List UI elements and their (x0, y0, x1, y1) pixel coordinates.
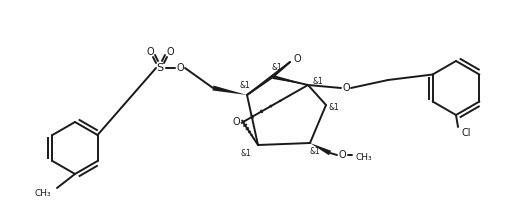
Text: &1: &1 (240, 81, 250, 91)
Text: &1: &1 (309, 148, 320, 157)
Polygon shape (212, 86, 247, 95)
Text: Cl: Cl (461, 128, 470, 138)
Text: O: O (342, 83, 350, 93)
Text: O: O (232, 117, 240, 127)
Polygon shape (272, 75, 308, 85)
Text: &1: &1 (241, 149, 251, 157)
Text: O: O (146, 47, 154, 57)
Polygon shape (310, 143, 331, 155)
Text: O: O (338, 150, 346, 160)
Text: CH₃: CH₃ (355, 154, 372, 162)
Text: O: O (293, 54, 301, 64)
Text: &1: &1 (328, 103, 340, 113)
Text: S: S (156, 63, 164, 73)
Text: &1: &1 (271, 64, 282, 73)
Text: O: O (176, 63, 184, 73)
Text: O: O (166, 47, 174, 57)
Text: CH₃: CH₃ (34, 189, 51, 199)
Text: &1: &1 (313, 78, 323, 86)
